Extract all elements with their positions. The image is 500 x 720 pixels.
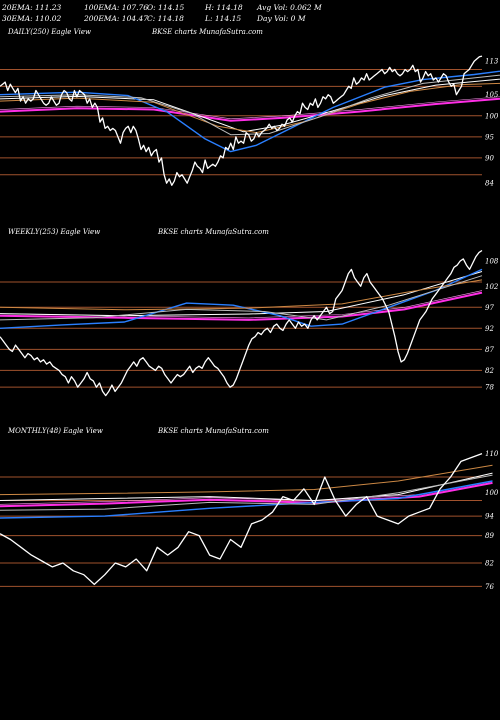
weekly-panel-label: WEEKLY(253) Eagle View bbox=[8, 228, 101, 236]
weekly-average-line-3 bbox=[0, 279, 483, 311]
monthly-average-line-4 bbox=[0, 474, 493, 511]
monthly-tick-label-2: 94 bbox=[485, 513, 494, 521]
daily-average-line-2 bbox=[0, 70, 500, 153]
daily-tick-label-5: 84 bbox=[485, 180, 494, 188]
monthly-tick-label-1: 100 bbox=[485, 489, 499, 497]
monthly-average-line-1 bbox=[0, 472, 493, 501]
ema20-value: 20EMA: 111.23 bbox=[2, 3, 62, 12]
daily-average-band-0 bbox=[0, 96, 500, 120]
monthly-tick-label-5: 76 bbox=[485, 583, 494, 591]
daily-average-line-3 bbox=[0, 82, 500, 134]
daily-panel-label: DAILY(250) Eagle View bbox=[8, 28, 91, 36]
weekly-tick-label-5: 82 bbox=[485, 367, 494, 375]
monthly-price-line bbox=[0, 452, 483, 586]
weekly-average-line-2 bbox=[0, 268, 483, 329]
high-value: H: 114.18 bbox=[205, 3, 243, 12]
header-line-1: 20EMA: 111.23 100EMA: 107.76 O: 114.15 H… bbox=[2, 3, 322, 12]
ema200-value: 200EMA: 104.47 bbox=[84, 14, 149, 23]
weekly-tick-label-1: 102 bbox=[485, 283, 499, 291]
monthly-average-line-3 bbox=[0, 464, 493, 496]
header-line-2: 30EMA: 110.02 200EMA: 104.47 C: 114.18 L… bbox=[2, 14, 306, 23]
ema30-value: 30EMA: 110.02 bbox=[2, 14, 62, 23]
weekly-tick-label-4: 87 bbox=[485, 346, 494, 354]
monthly-watermark: BKSE charts MunafaSutra.com bbox=[158, 427, 269, 435]
monthly-tick-label-4: 82 bbox=[485, 559, 494, 567]
monthly-average-line-0 bbox=[0, 481, 493, 508]
ema100-value: 100EMA: 107.76 bbox=[84, 3, 149, 12]
day-vol-value: Day Vol: 0 M bbox=[257, 14, 306, 23]
daily-tick-label-3: 95 bbox=[485, 133, 494, 141]
weekly-tick-label-2: 97 bbox=[485, 304, 494, 312]
daily-watermark: BKSE charts MunafaSutra.com bbox=[152, 28, 263, 36]
open-value: O: 114.15 bbox=[147, 3, 185, 12]
monthly-panel-label: MONTHLY(48) Eagle View bbox=[8, 427, 103, 435]
weekly-price-line bbox=[0, 249, 483, 397]
daily-average-line-0 bbox=[0, 97, 500, 122]
daily-average-line-1 bbox=[0, 78, 500, 133]
weekly-average-line-0 bbox=[0, 291, 483, 321]
monthly-tick-label-0: 110 bbox=[485, 450, 499, 458]
weekly-average-line-4 bbox=[0, 275, 483, 321]
daily-price-line bbox=[0, 55, 483, 186]
low-value: L: 114.15 bbox=[205, 14, 242, 23]
daily-tick-label-2: 100 bbox=[485, 112, 499, 120]
monthly-tick-label-3: 89 bbox=[485, 532, 494, 540]
avg-vol-value: Avg Vol: 0.062 M bbox=[257, 3, 322, 12]
monthly-average-line-2 bbox=[0, 480, 493, 519]
weekly-tick-label-3: 92 bbox=[485, 325, 494, 333]
daily-tick-label-4: 90 bbox=[485, 154, 494, 162]
daily-average-line-4 bbox=[0, 74, 500, 136]
weekly-tick-label-6: 78 bbox=[485, 384, 494, 392]
daily-tick-label-0: 113 bbox=[485, 58, 499, 66]
close-value: C: 114.18 bbox=[147, 14, 184, 23]
weekly-watermark: BKSE charts MunafaSutra.com bbox=[158, 228, 269, 236]
daily-tick-label-1: 105 bbox=[485, 91, 499, 99]
weekly-tick-label-0: 108 bbox=[485, 258, 499, 266]
